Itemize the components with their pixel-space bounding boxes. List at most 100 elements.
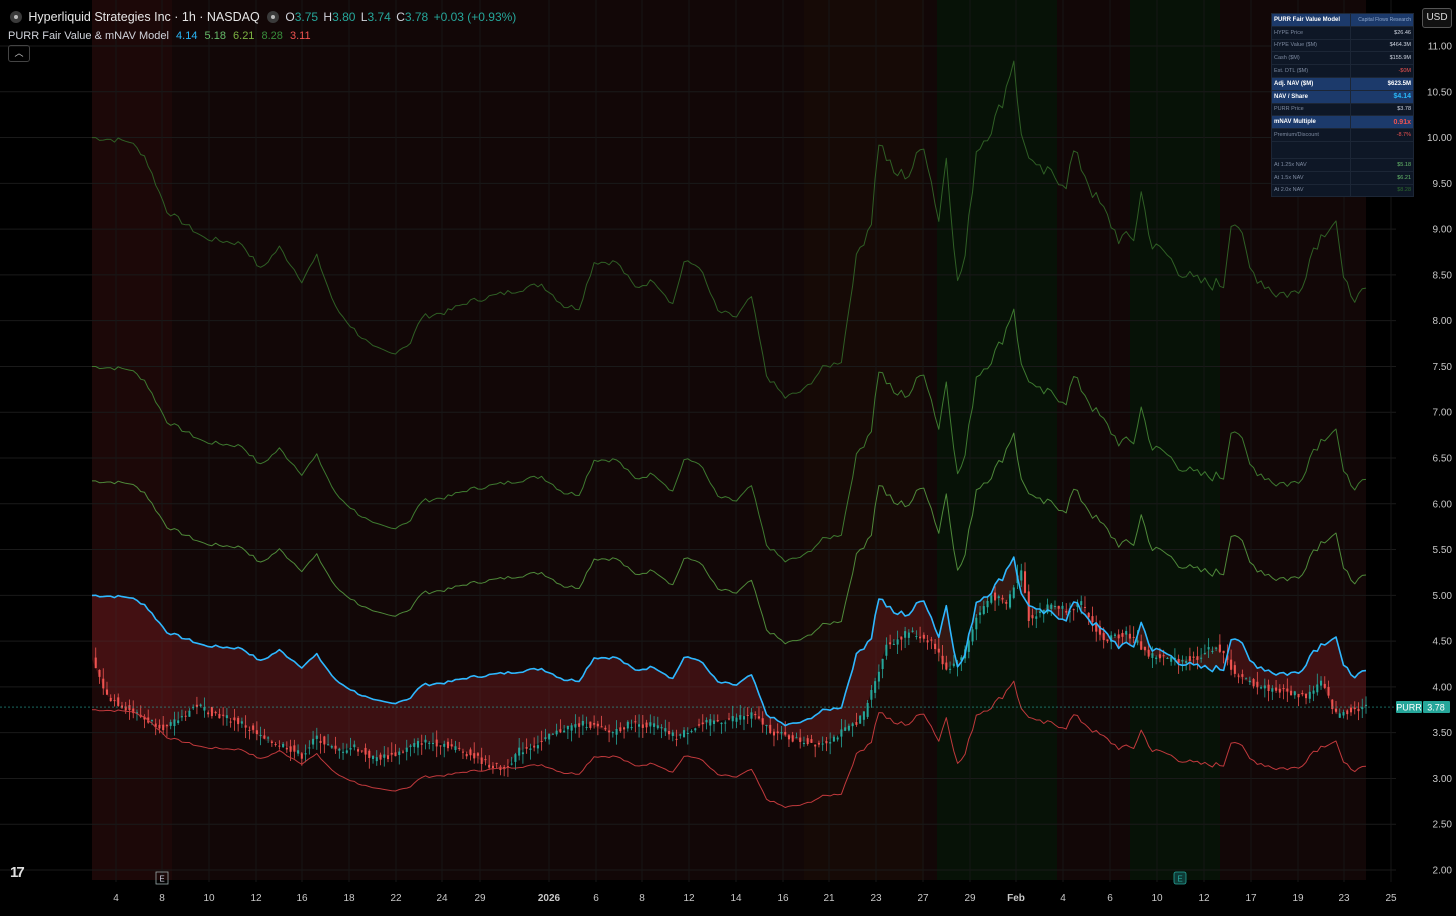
earnings-marker-e1[interactable] [155,871,169,885]
candle-body [664,728,667,732]
candle-body [746,715,749,717]
fv-label: HYPE Value ($M) [1271,38,1351,53]
earnings-marker-e2[interactable] [1173,871,1187,885]
ohlc-high: 3.80 [332,10,356,24]
fv-label: Est. DTL ($M) [1271,64,1351,78]
candle-body [563,730,566,733]
series-line-nav [91,556,1367,727]
candle-body [1117,634,1120,639]
candle-body [274,743,277,746]
y-tick-label: 7.50 [1433,362,1453,373]
fv-title: PURR Fair Value Model [1271,13,1351,27]
candle-body [1230,659,1233,670]
x-tick-label: 21 [823,893,835,904]
visibility-icon[interactable] [267,11,280,23]
shade-band [804,0,924,880]
candle-body [1076,603,1079,607]
candle-body [214,712,217,714]
indicator-legend[interactable]: PURR Fair Value & mNAV Model 4.14 5.18 6… [8,30,311,42]
x-tick-label: 6 [593,893,599,904]
candle-body [686,732,689,734]
candle-body [1125,630,1128,635]
candle-body [574,724,577,728]
session-shading [92,0,1366,880]
candle-body [608,730,611,733]
tradingview-logo[interactable]: 17 [10,864,25,881]
candle-body [683,730,686,738]
candle-body [338,748,341,751]
candle-body [697,724,701,726]
candle-body [739,715,742,720]
fv-label: mNAV Multiple [1271,115,1351,130]
candle-body [488,764,491,768]
candle-body [1132,636,1135,638]
symbol-logo-icon [10,11,22,23]
candle-body [529,748,532,750]
candle-body [795,737,798,739]
collapse-legend-button[interactable]: ︿ [8,45,30,62]
fv-label: Premium/Discount [1271,128,1351,142]
candle-body [1057,605,1060,609]
candle-body [195,704,198,708]
candle-body [1327,686,1330,696]
candle-body [769,724,772,734]
candle-body [1357,708,1360,712]
fv-value: $26.46 [1350,25,1414,40]
candle-body [446,741,450,749]
candle-body [1162,655,1165,657]
indicator-name[interactable]: PURR Fair Value & mNAV Model [8,30,169,42]
candle-body [312,738,315,745]
candle-body [656,725,659,729]
currency-button[interactable]: USD [1422,8,1452,28]
x-tick-label: 16 [296,893,308,904]
price-tag-value-bg [1423,701,1450,714]
candle-body [308,747,311,749]
candle-body [937,648,940,653]
candle-body [810,739,813,743]
fv-value: -$0M [1350,64,1414,78]
fv-label: At 2.0x NAV [1271,183,1351,198]
fv-value: -8.7% [1350,128,1414,142]
candle-body [825,740,828,744]
candle-body [1308,691,1311,699]
candle-body [653,723,656,727]
candle-body [428,742,431,744]
candle-body [1323,683,1326,688]
candle-body [1038,611,1042,613]
candle-body [641,724,644,728]
candle-body [240,721,243,724]
candle-body [398,751,401,755]
candle-body [975,617,978,630]
candle-body [885,644,888,656]
candle-body [225,715,228,719]
candle-body [772,731,775,736]
candle-body [1267,684,1270,692]
symbol-title[interactable]: Hyperliquid Strategies Inc · 1h · NASDAQ [28,10,260,24]
x-tick-label: 10 [203,893,215,904]
candle-body [405,747,408,752]
candle-body [218,714,221,719]
candle-body [907,632,910,638]
indicator-value-150: 6.21 [233,30,255,42]
candle-body [1113,634,1116,636]
series-lines [91,60,1367,808]
candle-body [712,720,716,724]
candle-body [1241,674,1244,677]
candle-body [222,714,225,716]
fv-value: $4.14 [1350,89,1414,104]
candle-body [619,727,622,732]
candle-body [859,715,862,724]
candle-body [1046,604,1049,613]
fv-label: PURR Price [1271,102,1351,117]
y-axis[interactable]: 11.00 10.50 10.00 9.50 9.00 8.50 8.00 7.50 7.00 6… [1427,42,1452,877]
ohlc-high-label: H [323,10,333,24]
candle-body [855,722,858,725]
candle-body [544,737,547,739]
candle-body [570,725,573,731]
candle-body [173,719,176,727]
x-axis[interactable]: 4 8 10 12 16 18 22 24 29 2026 6 8 12 14 16 21 23 27 29 Feb 4… [113,893,1397,904]
candle-body [709,719,712,726]
indicator-value-200: 8.28 [261,30,283,42]
price-tag: PURR 3.78 [1396,701,1450,714]
